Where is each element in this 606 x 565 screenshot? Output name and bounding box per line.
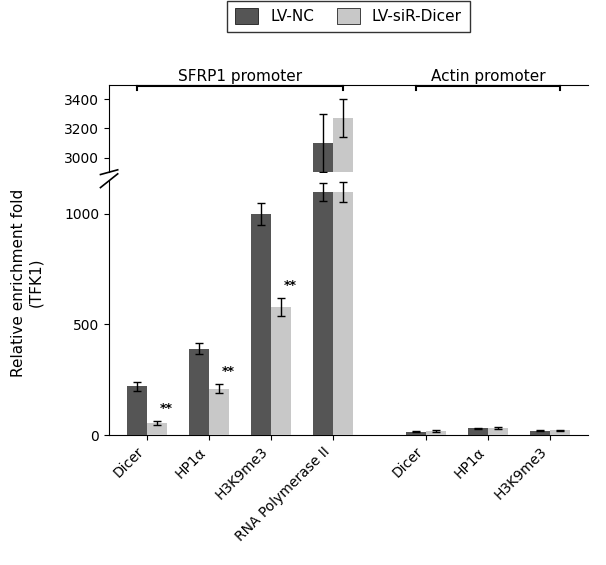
Text: **: ** (221, 365, 235, 378)
Bar (147, 423, 167, 435)
Bar (468, 428, 488, 435)
Bar (488, 428, 508, 435)
Bar (333, 192, 353, 435)
Bar (426, 431, 446, 435)
Bar (333, 118, 353, 565)
Text: **: ** (159, 402, 172, 415)
Bar (530, 431, 550, 435)
Text: **: ** (284, 279, 296, 292)
Bar (127, 386, 147, 435)
Legend: LV-NC, LV-siR-Dicer: LV-NC, LV-siR-Dicer (227, 1, 470, 32)
Bar (406, 432, 426, 435)
Bar (251, 214, 271, 435)
Bar (550, 430, 570, 435)
Text: Relative enrichment fold
(TFK1): Relative enrichment fold (TFK1) (11, 188, 44, 377)
Bar (209, 389, 229, 435)
Bar (313, 143, 333, 565)
Bar (313, 192, 333, 435)
Bar (271, 307, 291, 435)
Text: Actin promoter: Actin promoter (431, 69, 545, 84)
Text: SFRP1 promoter: SFRP1 promoter (178, 69, 302, 84)
Bar (189, 349, 209, 435)
